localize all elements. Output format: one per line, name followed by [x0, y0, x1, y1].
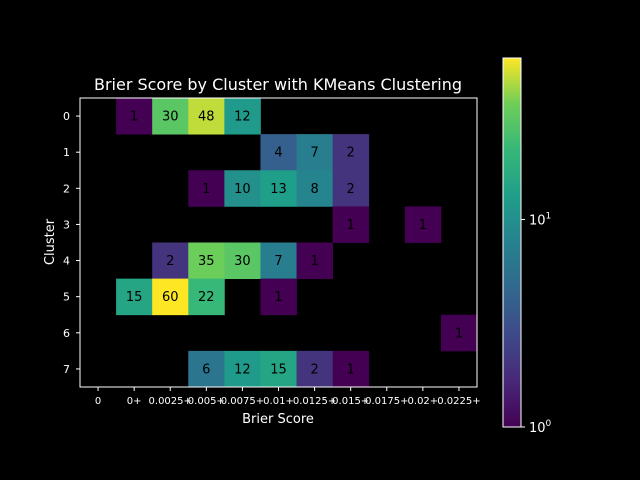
heatmap-cell [404, 206, 442, 243]
colorbar-gradient [502, 57, 522, 428]
y-axis-label: Cluster [43, 218, 58, 265]
x-tick-label: 0.0125+ [293, 396, 336, 407]
heatmap-cell [224, 350, 261, 388]
cell-value-label: 30 [162, 110, 179, 125]
heatmap-cell [296, 134, 334, 171]
y-tick-label: 3 [63, 218, 70, 231]
colorbar: 100 101 [502, 57, 552, 436]
y-tick-label: 2 [63, 182, 70, 195]
x-tick-label: 0.0225+ [437, 396, 480, 407]
colorbar-ticks: 100 101 [521, 211, 552, 436]
y-tick-label: 7 [63, 363, 70, 376]
heatmap-cell [260, 170, 297, 207]
cell-value-label: 2 [347, 146, 355, 161]
cell-value-label: 2 [347, 182, 355, 197]
x-tick-label: 0.0175+ [365, 396, 408, 407]
cell-value-label: 8 [310, 182, 318, 197]
cell-value-label: 1 [347, 218, 355, 233]
x-axis: 0 0+ 0.0025+0.005+0.0075+ 0.01+ 0.0125+0.015… [95, 387, 481, 407]
cell-value-label: 2 [310, 362, 318, 377]
cell-value-label: 1 [455, 326, 463, 341]
heatmap-cell [224, 170, 261, 207]
chart-title: Brier Score by Cluster with KMeans Clust… [94, 75, 462, 94]
cell-value-label: 1 [347, 362, 355, 377]
x-tick-label: 0 [95, 396, 101, 407]
heatmap-cell [152, 242, 189, 280]
cell-value-label: 15 [270, 362, 287, 377]
heatmap-cell [152, 98, 189, 135]
heatmap-cell [296, 242, 334, 280]
heatmap-cell [188, 350, 225, 388]
heatmap-cell [188, 242, 225, 280]
colorbar-tick-label: 100 [529, 419, 552, 436]
cell-value-label: 48 [198, 110, 215, 125]
cell-value-label: 7 [310, 146, 318, 161]
cell-value-label: 60 [162, 290, 179, 305]
cell-value-label: 2 [166, 254, 174, 269]
cell-value-label: 10 [234, 182, 251, 197]
cell-value-label: 12 [234, 362, 251, 377]
x-tick-label: 0.0025+ [149, 396, 192, 407]
x-axis-label: Brier Score [242, 412, 314, 427]
x-tick-label: 0.0075+ [221, 396, 264, 407]
heatmap-cell [332, 170, 370, 207]
heatmap-cell [260, 278, 297, 316]
cell-value-label: 15 [126, 290, 143, 305]
heatmap-cell [332, 350, 370, 388]
cell-value-label: 1 [274, 290, 282, 305]
heatmap-cell [260, 350, 297, 388]
y-tick-label: 1 [63, 146, 70, 159]
heatmap-cell [188, 278, 225, 316]
heatmap-cell [188, 170, 225, 207]
x-tick-label: 0.01+ [263, 396, 294, 407]
cell-value-label: 12 [234, 110, 251, 125]
heatmap-cell [152, 278, 189, 316]
cell-value-label: 6 [202, 362, 210, 377]
heatmap-cell [188, 98, 225, 135]
heatmap-cells: 1 30 48 124 7 21 10 13 8 21 12 35 30 7 115 60 22 116 12 15 2… [116, 98, 478, 388]
heatmap-cell [260, 134, 297, 171]
x-tick-label: 0.005+ [188, 396, 225, 407]
heatmap-cell [332, 134, 370, 171]
heatmap-cell [440, 314, 478, 352]
heatmap-cell [296, 350, 334, 388]
y-tick-label: 5 [63, 291, 70, 304]
heatmap-cell [260, 242, 297, 280]
cell-value-label: 13 [270, 182, 287, 197]
cell-value-label: 1 [130, 110, 138, 125]
cell-value-label: 7 [274, 254, 282, 269]
heatmap-cell [224, 98, 261, 135]
heatmap-cell [116, 98, 153, 135]
cell-value-label: 1 [419, 218, 427, 233]
heatmap-cell [224, 242, 261, 280]
y-tick-label: 4 [63, 255, 70, 268]
heatmap-cell [296, 170, 334, 207]
cell-value-label: 1 [310, 254, 318, 269]
cell-value-label: 1 [202, 182, 210, 197]
y-tick-label: 6 [63, 327, 70, 340]
heatmap-cell [116, 278, 153, 316]
cell-value-label: 30 [234, 254, 251, 269]
cell-value-label: 22 [198, 290, 215, 305]
x-tick-label: 0+ [127, 396, 142, 407]
cell-value-label: 4 [274, 146, 282, 161]
x-tick-label: 0.015+ [332, 396, 369, 407]
cell-value-label: 35 [198, 254, 215, 269]
heatmap-cell [332, 206, 370, 243]
x-tick-label: 0.02+ [408, 396, 439, 407]
y-tick-label: 0 [63, 110, 70, 123]
y-axis: 0 1 2 3 4 5 6 7 [63, 110, 80, 376]
colorbar-tick-label: 101 [529, 211, 551, 228]
